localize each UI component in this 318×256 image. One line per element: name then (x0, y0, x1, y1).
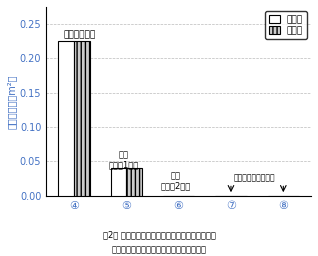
Text: ベンタゾン利用体系: ベンタゾン利用体系 (234, 173, 275, 182)
Text: （機械2回）: （機械2回） (161, 181, 191, 190)
Legend: その他, タデ類: その他, タデ類 (265, 12, 307, 39)
Text: 図2． 土壌処理除草剤を用いる除草法で登熟期に: 図2． 土壌処理除草剤を用いる除草法で登熟期に (103, 230, 215, 239)
Text: 残った雑草数．タデ類以外の残草は無し．: 残った雑草数．タデ類以外の残草は無し． (112, 246, 206, 255)
Text: 土壌処理のみ: 土壌処理のみ (64, 30, 96, 39)
Text: 慣行: 慣行 (171, 172, 181, 181)
Bar (126, 168, 142, 196)
Bar (74, 41, 90, 196)
Text: 慣行: 慣行 (119, 150, 129, 159)
Bar (58, 41, 74, 196)
Y-axis label: 残草数（本／m²）: 残草数（本／m²） (7, 74, 17, 129)
Bar (111, 168, 126, 196)
Text: （機械1回）: （機械1回） (108, 161, 139, 170)
